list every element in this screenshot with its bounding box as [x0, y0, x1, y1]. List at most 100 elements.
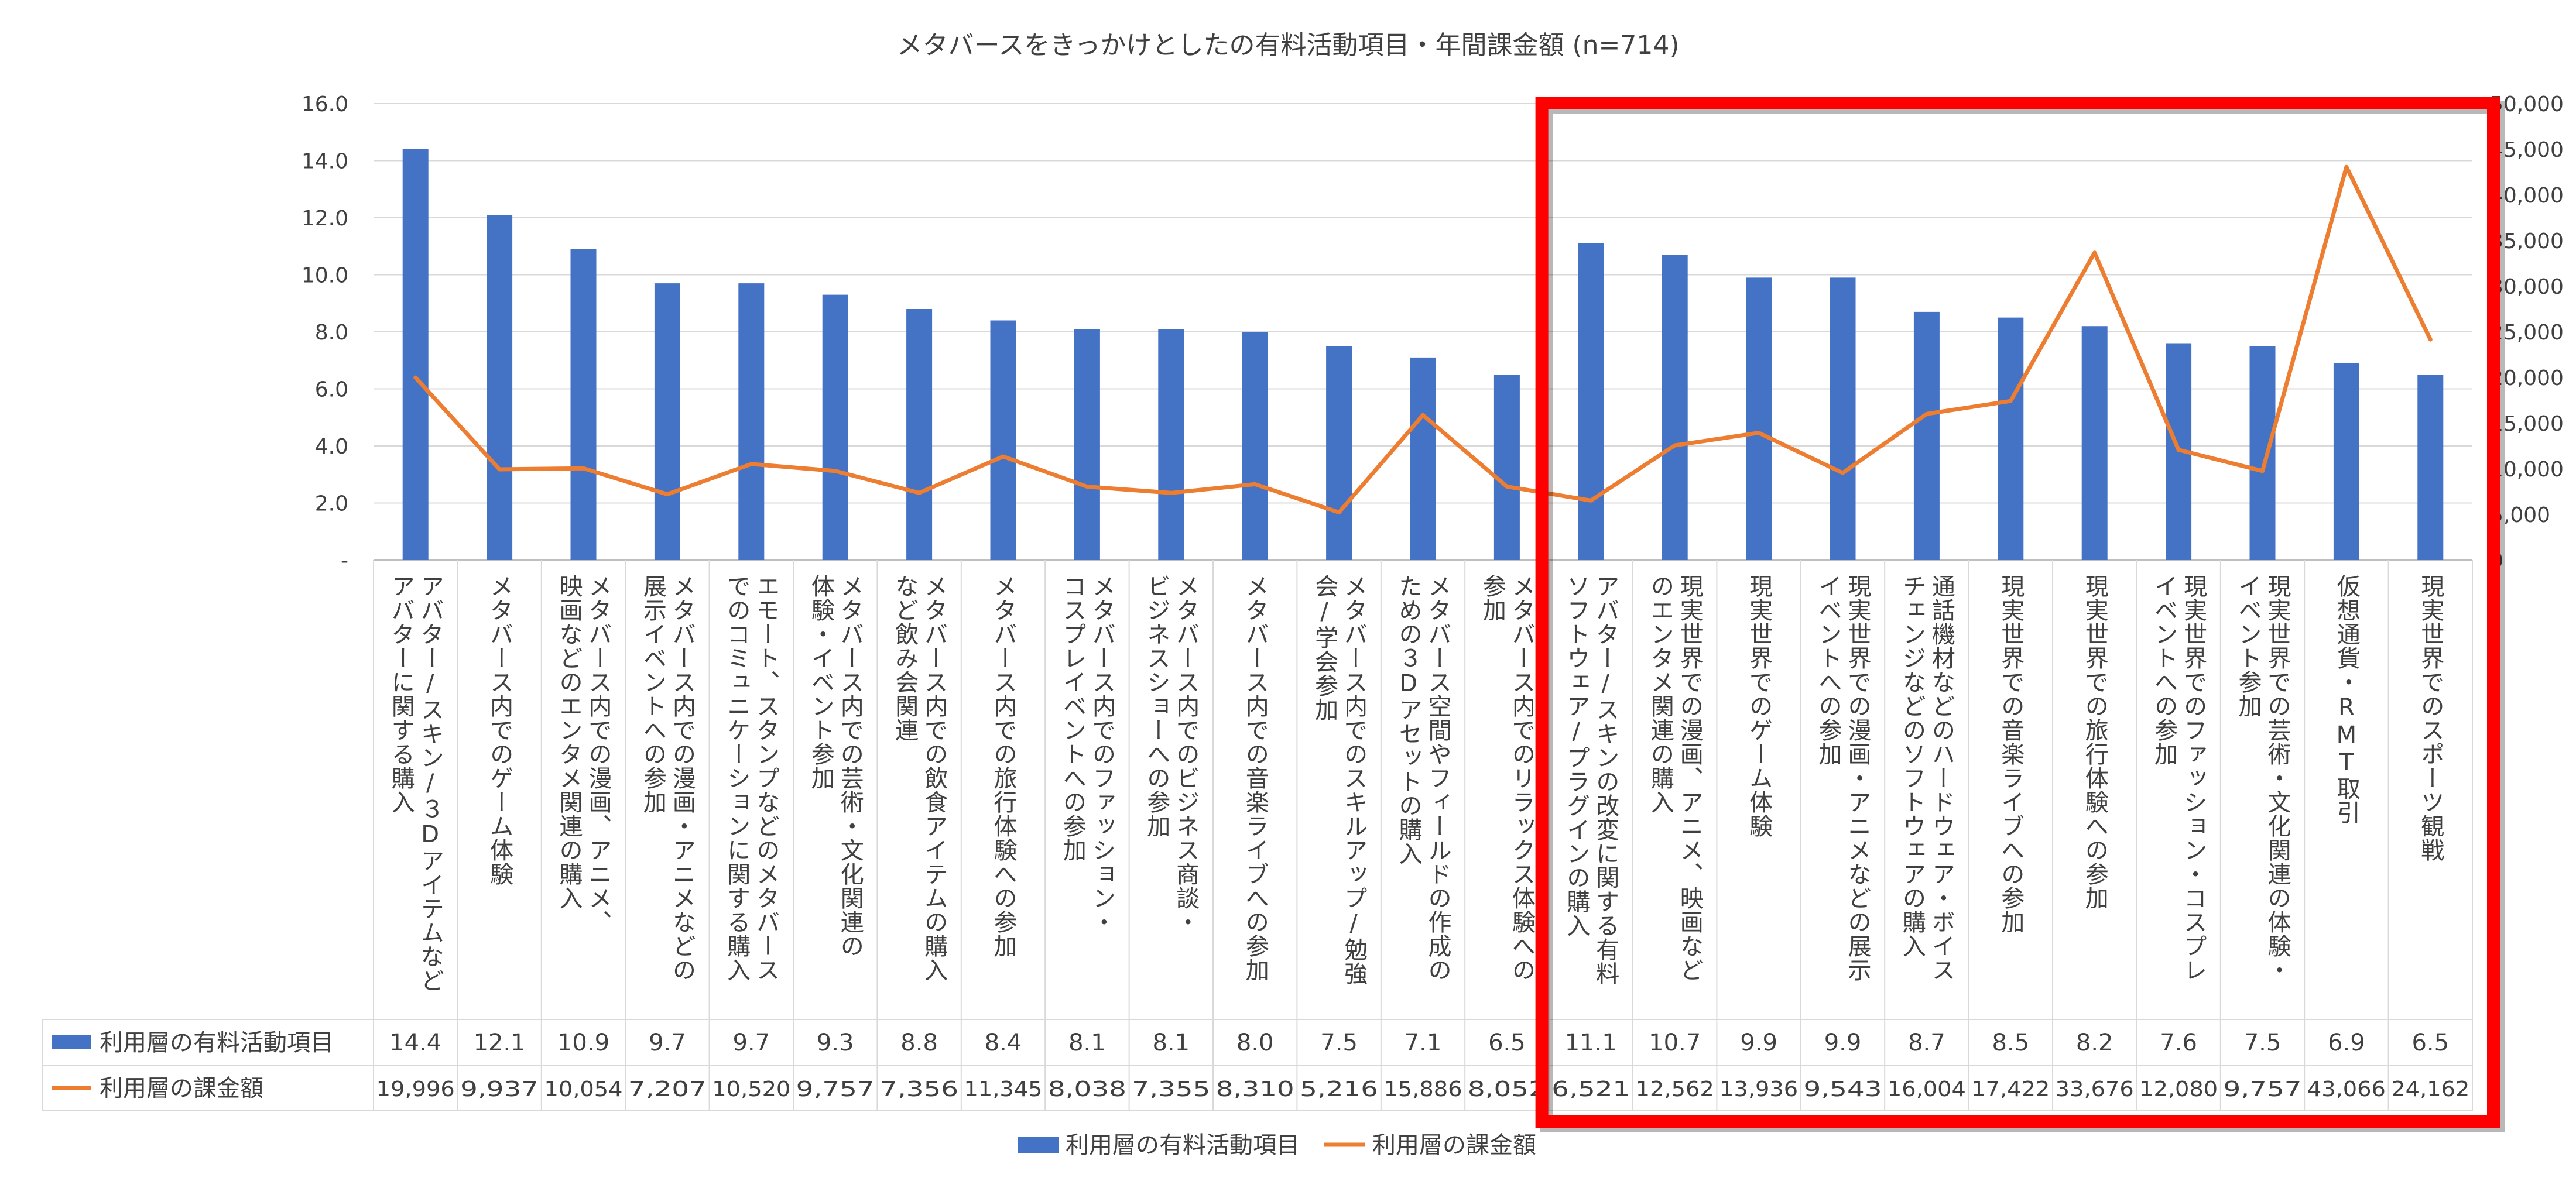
bar-value-cell: 9.9: [1740, 1029, 1777, 1056]
line-point: [2345, 166, 2347, 168]
highlight-box: [1535, 97, 2500, 1128]
category-label: 現実世界での漫画、アニメ、映画など: [1676, 574, 1703, 982]
category-label: 現実世界でのゲーム体験: [1745, 574, 1772, 838]
category-label: アバター/スキンの改変に関する有料: [1592, 574, 1619, 986]
category-label: など飲み会関連: [891, 574, 918, 742]
bar: [1242, 332, 1268, 560]
left-tick-label: 16.0: [302, 92, 348, 116]
bar: [1410, 357, 1436, 560]
category-label: 映画などのエンタメ関連の購入: [556, 574, 583, 910]
line-value-cell: 33,676: [2056, 1077, 2134, 1101]
right-tick-label: 25,000: [2490, 321, 2564, 345]
bar-value-cell: 11.1: [1565, 1029, 1617, 1056]
line-point: [2094, 252, 2095, 253]
line-value-cell: 5,216: [1300, 1077, 1378, 1101]
category-label: コスプレイベントへの参加: [1059, 574, 1086, 862]
bar-value-cell: 8.1: [1068, 1029, 1106, 1056]
line-value-cell: 17,422: [1971, 1077, 2050, 1101]
bar-value-cell: 8.7: [1908, 1029, 1945, 1056]
category-label: メタバース内での芸術・文化関連の: [837, 574, 864, 958]
bar: [1913, 311, 1940, 560]
highlight-layer: [1535, 97, 2505, 1132]
bar-value-cell: 9.3: [817, 1029, 854, 1056]
line-value-cell: 6,521: [1551, 1077, 1630, 1101]
line-point: [1926, 413, 1927, 415]
bar-value-cell: 12.1: [474, 1029, 526, 1056]
line-point: [583, 468, 584, 469]
category-label: 仮想通貨・RMT取引: [2333, 574, 2361, 825]
line-point: [834, 470, 836, 472]
line-point: [919, 492, 920, 494]
category-label: メタバース内での音楽ライブへの参加: [1242, 574, 1269, 982]
line-value-cell: 12,080: [2139, 1077, 2218, 1101]
left-tick-label: 12.0: [302, 207, 348, 231]
bar-value-cell: 8.4: [985, 1029, 1022, 1056]
category-label: メタバース内でのビジネス商談・: [1172, 574, 1199, 934]
category-label: ソフトウェア/プラグインの購入: [1563, 574, 1590, 938]
bar: [822, 294, 848, 560]
left-tick-label: -: [341, 549, 348, 573]
right-tick-label: 50,000: [2490, 92, 2564, 116]
bar: [1074, 329, 1100, 560]
bar: [906, 309, 933, 560]
left-tick-label: 6.0: [315, 378, 348, 402]
line-value-cell: 8,052: [1468, 1077, 1546, 1101]
line-point: [2010, 400, 2012, 402]
line-point: [1254, 483, 1256, 485]
bar: [654, 283, 680, 560]
line-value-cell: 15,886: [1384, 1077, 1462, 1101]
category-label: 現実世界での芸術・文化関連の体験・: [2264, 574, 2291, 982]
bar-value-cell: 8.5: [1992, 1029, 2029, 1056]
category-label: 参加: [1479, 574, 1506, 622]
right-tick-label: 45,000: [2490, 138, 2564, 162]
category-label: 通話機材などのハードウェア・ボイス: [1928, 574, 1955, 982]
right-tick-label: 40,000: [2490, 184, 2564, 208]
category-label: メタバース内での漫画、アニメ、: [585, 574, 612, 934]
bar: [1158, 329, 1184, 560]
right-tick-label: 35,000: [2490, 229, 2564, 253]
bar: [1493, 375, 1520, 560]
category-label: メタバース内でのゲーム体験: [486, 574, 513, 886]
category-label: のエンタメ関連の購入: [1647, 574, 1674, 814]
category-label: チェンジなどのソフトウェアの購入: [1899, 574, 1926, 958]
category-label: 会/学会参加: [1311, 574, 1338, 722]
left-tick-label: 10.0: [302, 264, 348, 288]
bar: [1578, 243, 1604, 560]
bar: [402, 149, 429, 560]
category-label: イベントへの参加: [1815, 574, 1842, 766]
line-value-cell: 9,757: [2224, 1077, 2302, 1101]
line-point: [499, 468, 501, 470]
bar: [487, 215, 513, 560]
bar-series: [402, 149, 2444, 560]
bar: [2417, 375, 2444, 560]
bar-value-cell: 7.6: [2160, 1029, 2197, 1056]
bar: [1998, 317, 2024, 560]
category-label: メタバース内でのリラックス体験への: [1508, 574, 1535, 982]
line-point: [2178, 449, 2180, 451]
bar-value-cell: 8.2: [2076, 1029, 2113, 1056]
category-label: 現実世界での音楽ライブへの参加: [1997, 574, 2024, 934]
bar: [1830, 277, 1856, 560]
bar-value-cell: 14.4: [389, 1029, 441, 1056]
legend: 利用層の有料活動項目 利用層の課金額: [1018, 1132, 1536, 1159]
line-value-cell: 7,356: [880, 1077, 958, 1101]
line-value-cell: 9,757: [796, 1077, 875, 1101]
line-point: [1338, 511, 1340, 513]
chart-title: メタバースをきっかけとしたの有料活動項目・年間課金額 (n=714): [896, 30, 1679, 60]
line-value-cell: 13,936: [1719, 1077, 1798, 1101]
left-tick-label: 4.0: [315, 435, 348, 459]
bar-value-cell: 8.8: [900, 1029, 938, 1056]
bar: [570, 249, 597, 560]
left-tick-label: 8.0: [315, 321, 348, 345]
category-label: 展示イベントへの参加: [639, 574, 666, 814]
right-tick-label: 5,000: [2490, 503, 2550, 527]
category-label: メタバース内での旅行体験への参加: [990, 574, 1018, 958]
bar: [1662, 255, 1688, 560]
bar-value-cell: 7.1: [1405, 1029, 1442, 1056]
bar: [2249, 346, 2276, 560]
category-label: でのコミュニケーションに関する購入: [723, 574, 750, 982]
line-point: [2430, 339, 2431, 341]
bar-value-cell: 8.0: [1236, 1029, 1274, 1056]
